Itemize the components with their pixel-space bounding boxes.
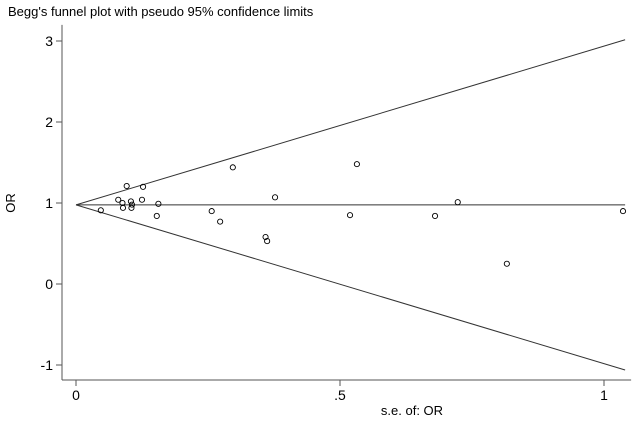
y-axis-label: OR — [3, 193, 18, 213]
data-point — [97, 207, 104, 214]
data-point — [619, 208, 627, 215]
data-point — [140, 183, 147, 190]
y-tick-label: -1 — [41, 357, 54, 373]
y-tick-label: 1 — [45, 195, 53, 211]
data-point — [115, 196, 122, 203]
data-point — [346, 212, 354, 219]
data-point — [153, 212, 160, 220]
data-point — [138, 196, 146, 203]
y-tick-label: 2 — [45, 114, 53, 130]
upper-confidence-limit-line — [75, 39, 626, 206]
data-point — [217, 218, 224, 225]
lower-confidence-limit-line — [75, 204, 626, 371]
data-point — [128, 201, 136, 208]
data-point — [127, 198, 134, 205]
x-tick-label: .5 — [334, 387, 346, 403]
data-point — [431, 212, 439, 220]
x-axis-label: s.e. of: OR — [381, 403, 443, 418]
data-point — [128, 204, 135, 211]
y-tick-label: 0 — [45, 276, 53, 292]
data-point — [119, 204, 127, 211]
chart-title: Begg's funnel plot with pseudo 95% confi… — [8, 4, 314, 19]
data-point — [454, 199, 461, 206]
data-point — [264, 238, 271, 245]
data-point — [272, 194, 279, 201]
data-point — [123, 182, 130, 190]
data-point — [208, 208, 215, 215]
data-point — [229, 164, 236, 171]
data-point — [262, 233, 269, 241]
data-point — [155, 200, 162, 207]
data-point — [353, 161, 360, 168]
x-tick-label: 1 — [600, 387, 608, 403]
data-point — [503, 260, 510, 267]
y-tick-label: 3 — [45, 33, 53, 49]
x-tick-label: 0 — [72, 387, 80, 403]
